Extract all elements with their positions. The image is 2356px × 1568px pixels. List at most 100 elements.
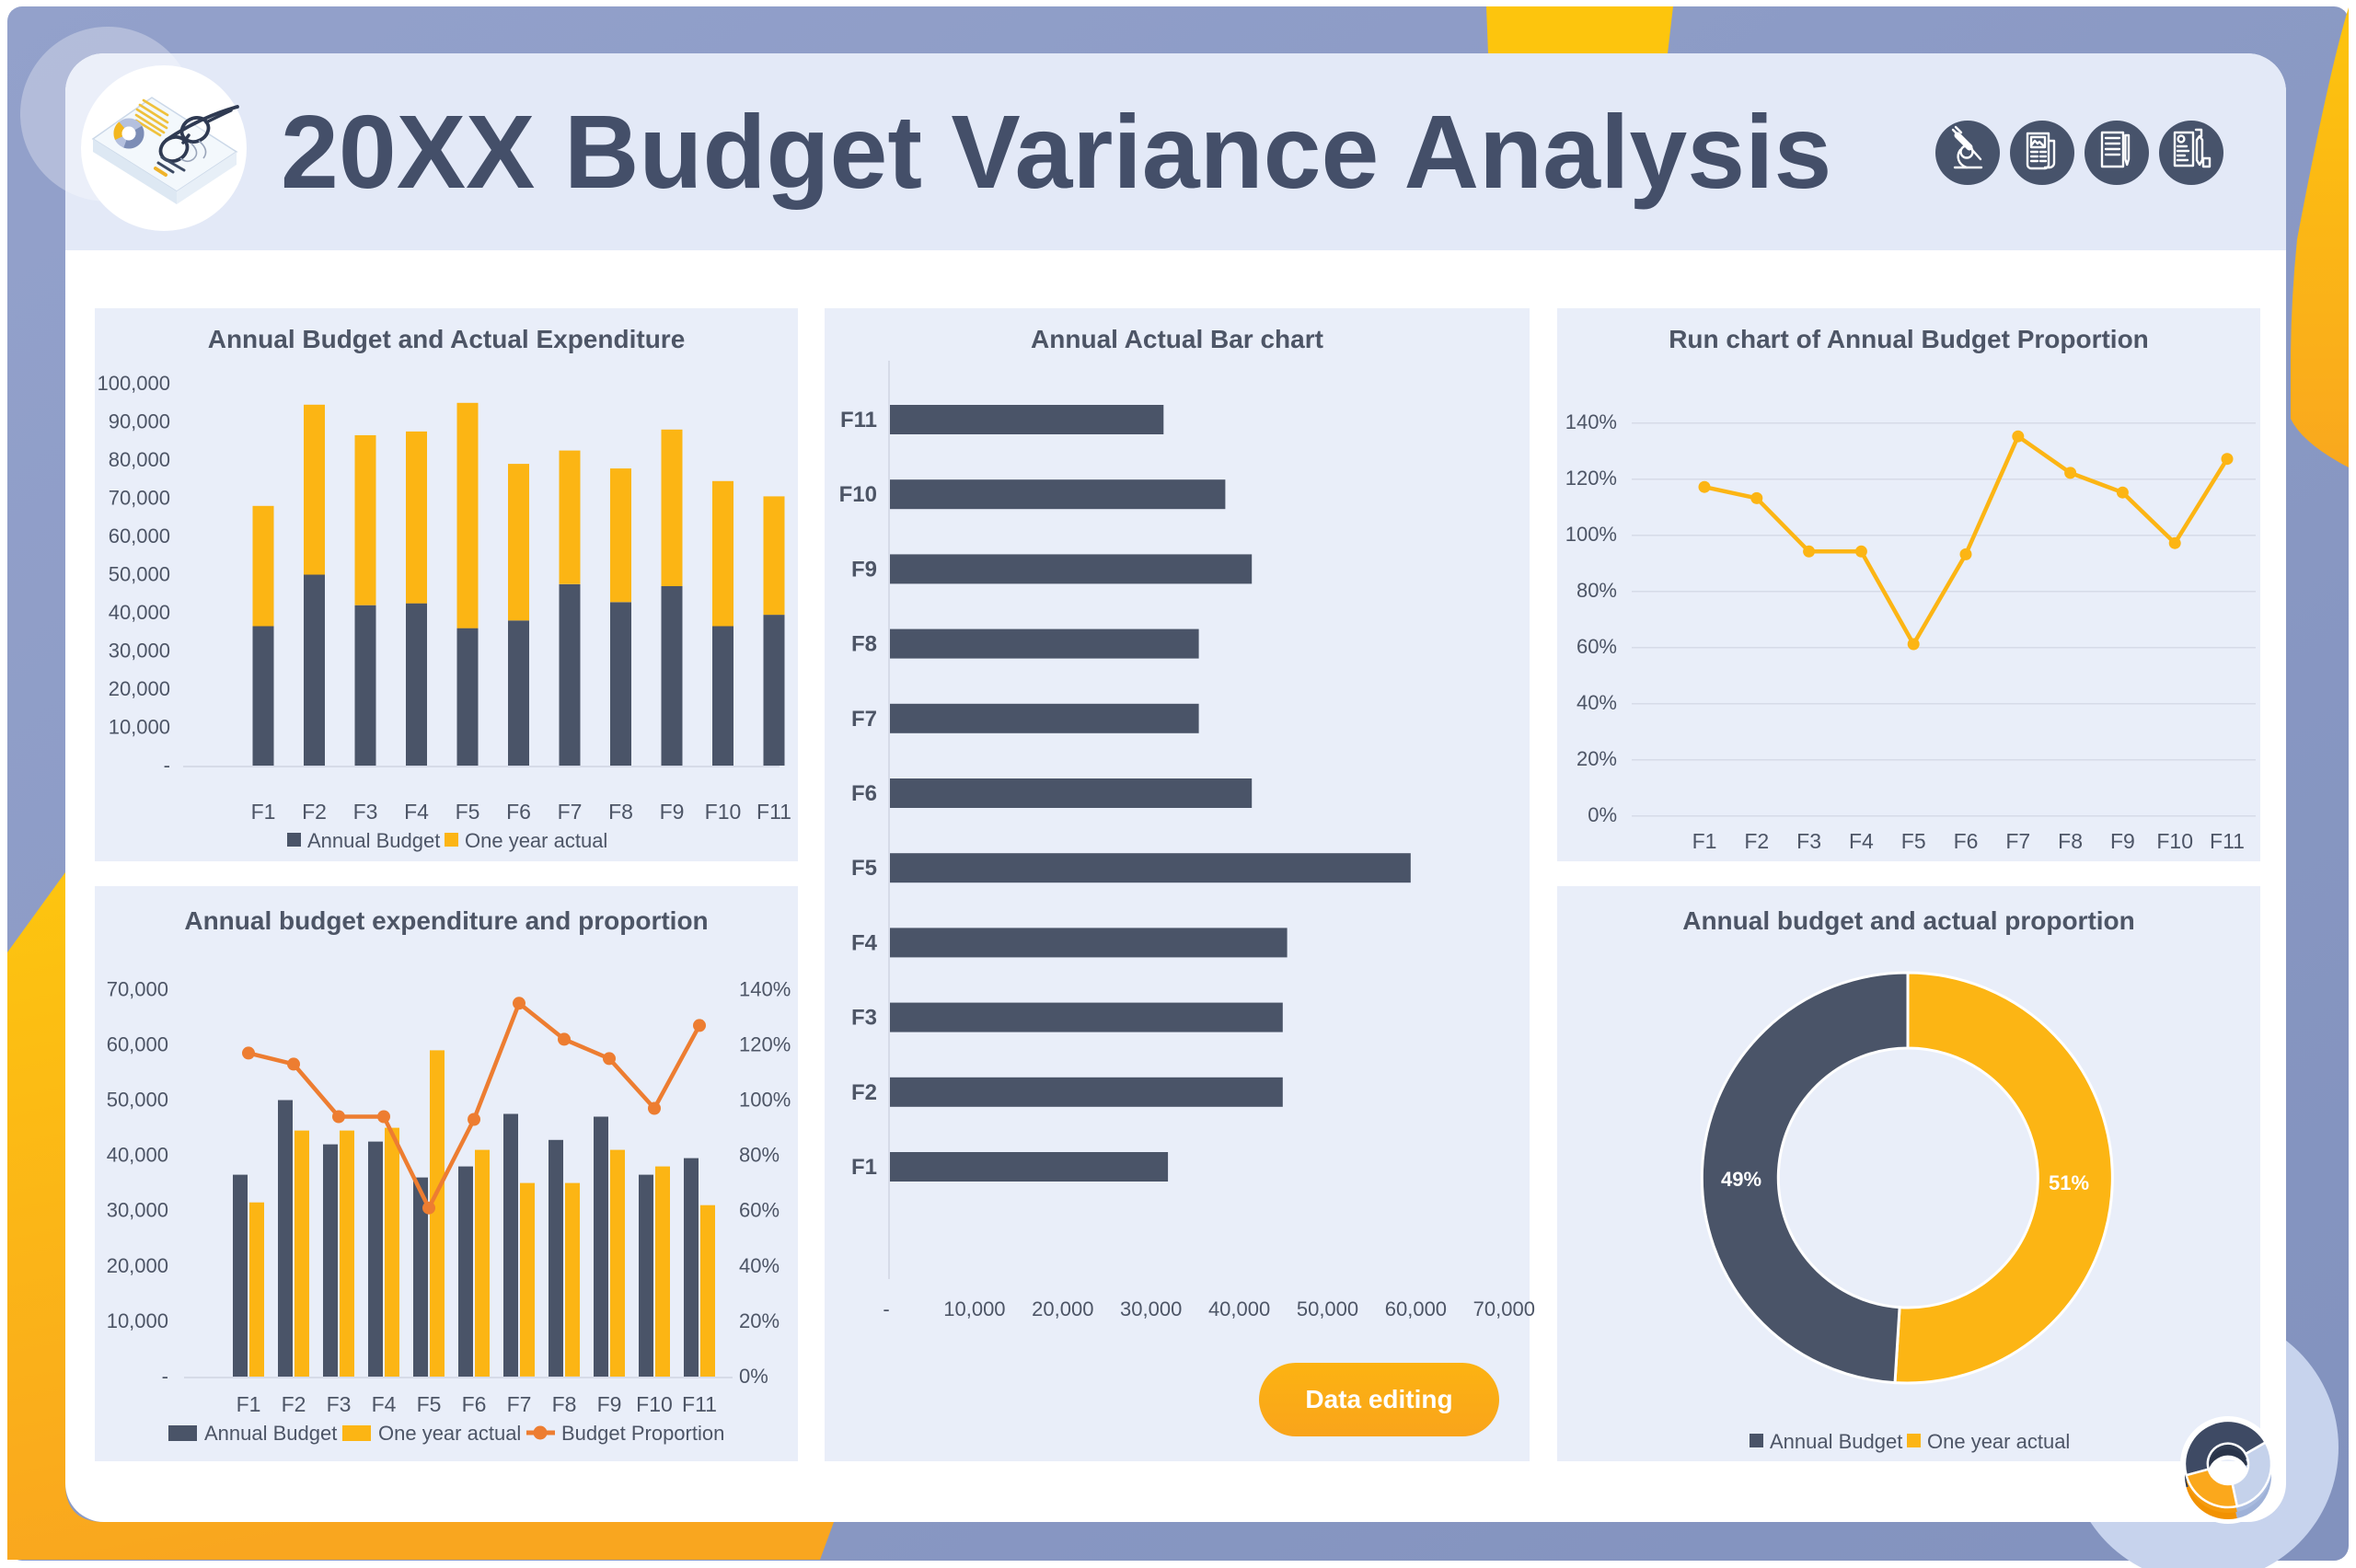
svg-text:F8: F8 (851, 632, 877, 657)
svg-text:40%: 40% (739, 1254, 780, 1277)
svg-text:F2: F2 (1744, 829, 1769, 853)
svg-text:60,000: 60,000 (107, 1032, 168, 1055)
svg-text:30,000: 30,000 (107, 1199, 168, 1222)
svg-text:10,000: 10,000 (109, 716, 170, 739)
svg-text:70,000: 70,000 (107, 977, 168, 1000)
svg-text:Annual Budget: Annual Budget (307, 829, 440, 852)
svg-text:Annual Actual Bar chart: Annual Actual Bar chart (1031, 325, 1323, 353)
svg-text:Annual Budget: Annual Budget (204, 1422, 337, 1445)
svg-text:Budget Proportion: Budget Proportion (561, 1422, 724, 1445)
svg-text:140%: 140% (1565, 410, 1617, 433)
svg-text:F9: F9 (660, 800, 685, 824)
svg-text:40,000: 40,000 (109, 601, 170, 624)
svg-text:F11: F11 (756, 800, 791, 824)
svg-text:0%: 0% (739, 1365, 768, 1388)
svg-text:F5: F5 (417, 1392, 442, 1416)
svg-text:F4: F4 (404, 800, 429, 824)
svg-text:F4: F4 (1849, 829, 1874, 853)
svg-text:F1: F1 (1692, 829, 1717, 853)
svg-text:30,000: 30,000 (1120, 1297, 1182, 1320)
svg-text:F6: F6 (851, 781, 877, 806)
svg-text:F1: F1 (851, 1155, 877, 1180)
svg-text:F10: F10 (636, 1392, 673, 1416)
svg-text:40,000: 40,000 (107, 1144, 168, 1167)
svg-text:F5: F5 (851, 856, 877, 881)
svg-text:Annual budget expenditure and: Annual budget expenditure and proportion (184, 906, 708, 935)
svg-text:F9: F9 (2110, 829, 2135, 853)
svg-text:140%: 140% (739, 977, 791, 1000)
svg-text:One year actual: One year actual (378, 1422, 521, 1445)
svg-text:10,000: 10,000 (943, 1297, 1005, 1320)
svg-text:F3: F3 (353, 800, 378, 824)
svg-text:F6: F6 (462, 1392, 487, 1416)
svg-text:70,000: 70,000 (109, 487, 170, 510)
svg-text:F7: F7 (558, 800, 583, 824)
svg-text:50,000: 50,000 (1297, 1297, 1358, 1320)
svg-text:F10: F10 (2156, 829, 2193, 853)
svg-text:100,000: 100,000 (97, 372, 170, 395)
svg-text:60%: 60% (739, 1199, 780, 1222)
svg-text:F5: F5 (1901, 829, 1926, 853)
svg-text:F11: F11 (682, 1392, 717, 1416)
svg-text:F5: F5 (456, 800, 480, 824)
svg-text:20%: 20% (739, 1309, 780, 1332)
svg-text:F6: F6 (1954, 829, 1979, 853)
svg-text:One year actual: One year actual (1927, 1430, 2070, 1453)
svg-text:-: - (164, 754, 170, 777)
svg-text:F11: F11 (840, 408, 877, 432)
svg-text:F2: F2 (851, 1080, 877, 1105)
svg-text:F7: F7 (507, 1392, 532, 1416)
svg-text:50,000: 50,000 (107, 1089, 168, 1112)
svg-text:50,000: 50,000 (109, 563, 170, 586)
svg-text:F3: F3 (851, 1006, 877, 1031)
svg-text:120%: 120% (739, 1032, 791, 1055)
svg-text:40,000: 40,000 (1208, 1297, 1270, 1320)
svg-text:30,000: 30,000 (109, 640, 170, 663)
svg-text:20,000: 20,000 (109, 677, 170, 700)
svg-text:120%: 120% (1565, 467, 1617, 490)
svg-text:F8: F8 (2058, 829, 2083, 853)
svg-text:F3: F3 (1796, 829, 1821, 853)
svg-text:F9: F9 (851, 557, 877, 582)
svg-text:80,000: 80,000 (109, 448, 170, 471)
svg-text:60%: 60% (1576, 635, 1617, 658)
svg-text:F9: F9 (597, 1392, 622, 1416)
svg-text:F4: F4 (372, 1392, 397, 1416)
svg-text:F3: F3 (327, 1392, 352, 1416)
svg-text:F11: F11 (2210, 829, 2245, 853)
svg-text:F4: F4 (851, 930, 878, 955)
svg-text:51%: 51% (2049, 1171, 2089, 1194)
svg-text:70,000: 70,000 (1473, 1297, 1535, 1320)
svg-text:90,000: 90,000 (109, 410, 170, 433)
svg-text:80%: 80% (1576, 579, 1617, 602)
svg-text:F10: F10 (839, 482, 877, 507)
svg-text:Annual Budget and Actual Expen: Annual Budget and Actual Expenditure (208, 325, 686, 353)
svg-text:F1: F1 (251, 800, 276, 824)
svg-text:0%: 0% (1588, 803, 1617, 826)
svg-text:100%: 100% (739, 1089, 791, 1112)
svg-text:Run chart of Annual Budget Pro: Run chart of Annual Budget Proportion (1669, 325, 2149, 353)
svg-text:20,000: 20,000 (107, 1254, 168, 1277)
svg-text:49%: 49% (1721, 1168, 1761, 1191)
svg-text:40%: 40% (1576, 691, 1617, 714)
svg-text:F8: F8 (552, 1392, 577, 1416)
svg-text:Annual budget and actual propo: Annual budget and actual proportion (1682, 906, 2135, 935)
svg-text:F8: F8 (608, 800, 633, 824)
svg-text:Annual Budget: Annual Budget (1770, 1430, 1902, 1453)
svg-text:F10: F10 (705, 800, 742, 824)
svg-text:F1: F1 (237, 1392, 261, 1416)
svg-text:-: - (162, 1365, 168, 1388)
svg-text:F6: F6 (506, 800, 531, 824)
svg-text:F2: F2 (282, 1392, 306, 1416)
svg-text:One year actual: One year actual (465, 829, 607, 852)
svg-text:F7: F7 (851, 707, 877, 732)
svg-text:100%: 100% (1565, 523, 1617, 546)
svg-text:10,000: 10,000 (107, 1309, 168, 1332)
svg-text:60,000: 60,000 (109, 525, 170, 548)
svg-text:80%: 80% (739, 1144, 780, 1167)
svg-text:F7: F7 (2005, 829, 2030, 853)
svg-text:60,000: 60,000 (1385, 1297, 1447, 1320)
svg-text:-: - (883, 1297, 889, 1320)
svg-text:20,000: 20,000 (1032, 1297, 1093, 1320)
svg-text:F2: F2 (302, 800, 327, 824)
